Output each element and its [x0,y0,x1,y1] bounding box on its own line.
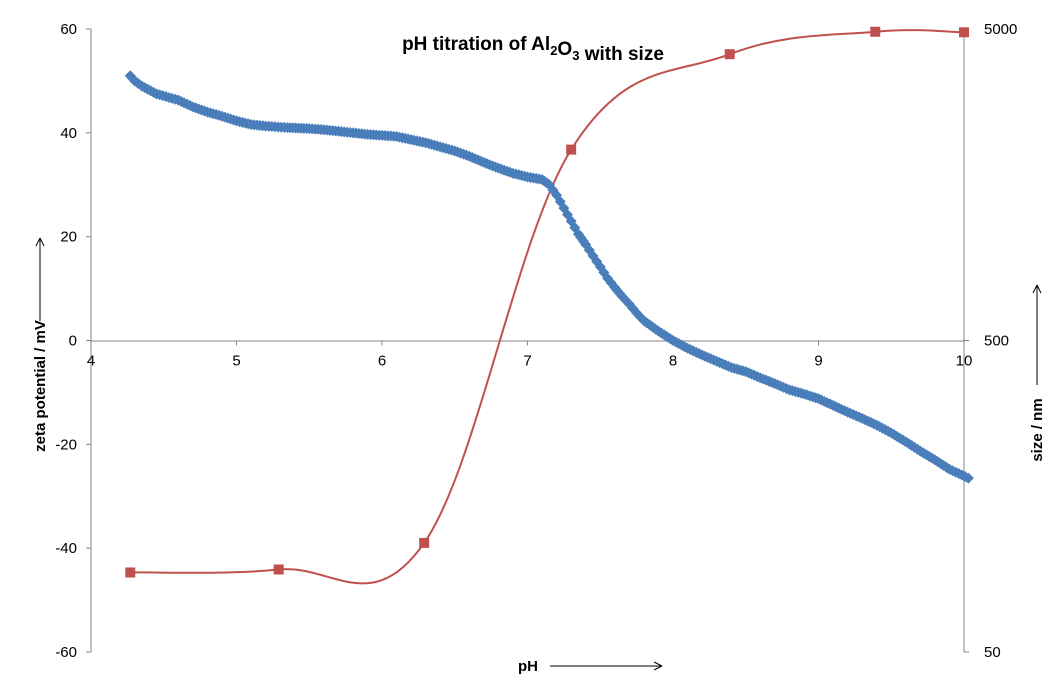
y-axis-arrowhead [35,237,45,247]
y2-axis-label: size / nm [1029,398,1046,461]
chart-title: pH titration of Al2O3 with size [402,34,664,65]
x-tick-label: 9 [814,353,822,370]
y2-tick-label: 5000 [984,21,1017,38]
size-point [959,27,969,38]
size-point [724,49,735,60]
x-tick-label: 6 [378,353,386,370]
x-tick-label: 8 [669,353,677,370]
y2-axis-label-group: size / nm [1029,284,1046,462]
y-tick-label: -60 [55,644,77,661]
x-axis-label-group: pH [518,658,663,675]
y2-tick-label: 50 [984,644,1001,661]
title-segment: with size [579,44,663,65]
title-subscript: 2 [550,43,557,58]
y2-axis-arrowhead [1032,284,1042,294]
y-tick-label: 20 [60,229,77,246]
size-point [870,26,881,37]
y-tick-label: 0 [69,333,77,350]
x-axis-label: pH [518,658,538,675]
series-layer [124,26,974,585]
y-axis-label-group: zeta potential / mV [32,237,49,452]
y-tick-label: -40 [55,540,77,557]
y-tick-label: 60 [60,21,77,38]
y-axis-label: zeta potential / mV [32,320,49,452]
size-point [273,564,284,575]
size-point [419,537,430,548]
x-axis-arrowhead [653,661,663,671]
title-subscript: 3 [572,48,579,63]
zeta-point [962,472,974,484]
size-point [125,567,136,578]
y-tick-label: -20 [55,436,77,453]
y2-tick-label: 500 [984,333,1009,350]
x-tick-label: 7 [523,353,531,370]
y-tick-label: 40 [60,125,77,142]
title-segment: pH titration of Al [402,34,550,55]
series-size-line [130,29,965,585]
x-tick-label: 5 [232,353,240,370]
tick-labels: 4 5 6 7 8 9 10 60 40 20 0 -20 -40 -60 5000 500 50 [55,21,1017,661]
x-tick-label: 10 [956,353,973,370]
x-tick-label: 4 [87,353,95,370]
title-segment: O [557,39,572,60]
series-zeta [124,70,974,484]
size-point [566,144,577,155]
series-size [125,26,969,585]
